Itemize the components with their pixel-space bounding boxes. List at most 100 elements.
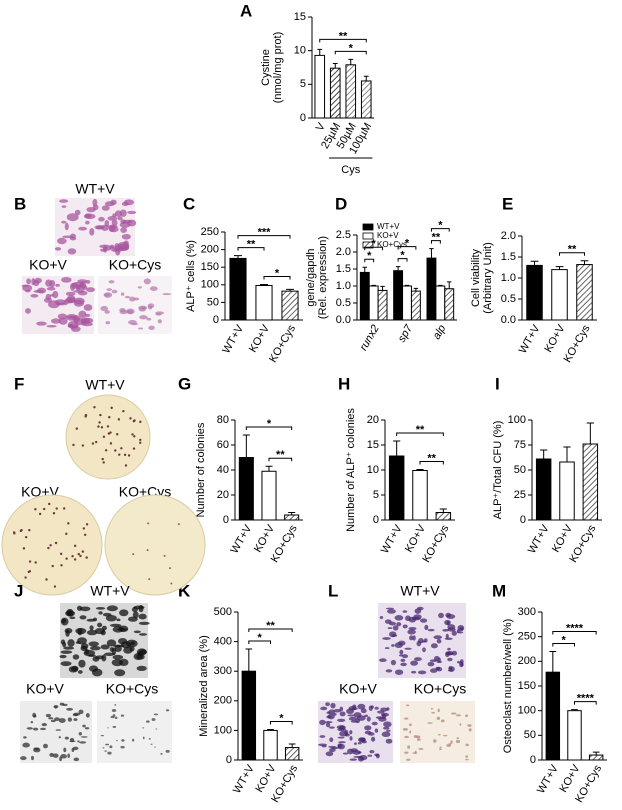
- y-axis-label: ALP⁺/Total CFU (%): [492, 421, 504, 520]
- stained-cell: [39, 727, 47, 731]
- stained-cell: [111, 708, 117, 712]
- significance-bracket: [270, 721, 293, 725]
- bar: [261, 470, 277, 521]
- error-bar: [233, 255, 243, 259]
- error-bar: [592, 751, 600, 756]
- y-tick-label: 1.0: [336, 280, 351, 292]
- colony: [104, 449, 108, 452]
- colony: [122, 409, 125, 413]
- stained-cell: [359, 755, 368, 761]
- y-axis-label: Number of ALP⁺ colonies: [345, 408, 357, 532]
- y-axis-label: ALP⁺ cells (%): [185, 240, 197, 312]
- stained-cell: [94, 225, 105, 230]
- colony: [132, 553, 135, 556]
- stained-cell: [374, 753, 379, 757]
- significance-bracket: [319, 38, 367, 43]
- stained-cell: [74, 209, 81, 216]
- panel-letter: H: [338, 374, 350, 393]
- stained-cell: [77, 279, 88, 284]
- significance-label: *: [258, 632, 263, 644]
- stained-cell: [81, 643, 89, 650]
- stained-cell: [67, 639, 75, 647]
- stained-cell: [109, 745, 113, 749]
- colony: [75, 427, 79, 430]
- stained-cell: [451, 630, 457, 636]
- stained-cell: [118, 637, 128, 645]
- x-tick-label: WT+V: [526, 522, 552, 555]
- bar: [284, 747, 300, 761]
- stained-cell: [367, 754, 373, 757]
- stained-cell: [48, 717, 54, 720]
- stained-cell: [124, 295, 131, 299]
- y-tick-label: 250: [518, 631, 536, 643]
- stained-cell: [349, 736, 353, 741]
- colony: [67, 522, 70, 525]
- stained-cell: [119, 209, 127, 217]
- colony: [73, 558, 77, 561]
- stained-cell: [344, 733, 350, 737]
- x-tick-label: KO+V: [247, 322, 273, 354]
- stained-cell: [136, 665, 147, 671]
- error-bar: [288, 743, 296, 748]
- stained-cell: [114, 669, 126, 677]
- y-tick-label: 100: [214, 724, 232, 736]
- stained-cell: [112, 626, 124, 633]
- stained-cell: [352, 750, 361, 755]
- colony: [102, 461, 105, 464]
- error-bar: [439, 508, 447, 513]
- stained-cell: [133, 652, 143, 661]
- colony: [20, 529, 23, 532]
- colony: [123, 453, 127, 457]
- bar: [314, 54, 326, 119]
- stained-cell: [436, 716, 441, 721]
- stained-cell: [347, 714, 355, 717]
- stained-cell: [100, 305, 109, 312]
- stained-cell: [357, 741, 362, 745]
- stained-cell: [92, 204, 99, 211]
- x-tick-label: runx2: [358, 323, 382, 353]
- colony: [147, 522, 150, 525]
- significance-bracket: [248, 640, 271, 644]
- stained-cell: [129, 296, 136, 302]
- stained-cell: [100, 734, 105, 737]
- stained-cell: [391, 644, 395, 647]
- colony: [27, 570, 31, 574]
- stained-cell: [100, 644, 110, 650]
- significance-bracket: [237, 247, 265, 251]
- x-tick-label: WT+V: [220, 322, 246, 355]
- error-bar: [288, 512, 296, 515]
- error-bar: [259, 283, 269, 286]
- bar: [559, 461, 575, 521]
- stained-cell: [66, 608, 74, 617]
- stained-cell: [165, 749, 170, 753]
- colony: [34, 561, 37, 564]
- stained-cell: [450, 740, 453, 744]
- stained-cell: [22, 284, 33, 292]
- stained-cell: [165, 709, 170, 712]
- stained-cell: [61, 205, 67, 208]
- significance-bracket: [574, 701, 597, 705]
- significance-label: **: [432, 232, 441, 244]
- stained-cell: [26, 727, 33, 730]
- stained-cell: [418, 748, 424, 750]
- stained-cell: [436, 638, 442, 644]
- stained-cell: [127, 210, 137, 215]
- significance-label: ****: [577, 693, 595, 705]
- stained-cell: [133, 630, 141, 634]
- stained-cell: [78, 226, 88, 231]
- significance-bracket: [430, 228, 450, 232]
- stained-cell: [65, 629, 70, 637]
- y-tick-label: 300: [214, 665, 232, 677]
- x-tick-label: WT+V: [379, 522, 405, 555]
- significance-label: ****: [566, 622, 584, 634]
- stained-cell: [422, 647, 426, 653]
- colony: [54, 541, 58, 545]
- stained-cell: [459, 659, 464, 664]
- bar: [582, 443, 599, 521]
- stained-cell: [142, 727, 145, 729]
- y-tick-label: 25: [514, 489, 526, 501]
- colony: [38, 512, 42, 516]
- significance-label: *: [349, 42, 354, 54]
- bar: [567, 710, 582, 761]
- colony: [62, 507, 66, 510]
